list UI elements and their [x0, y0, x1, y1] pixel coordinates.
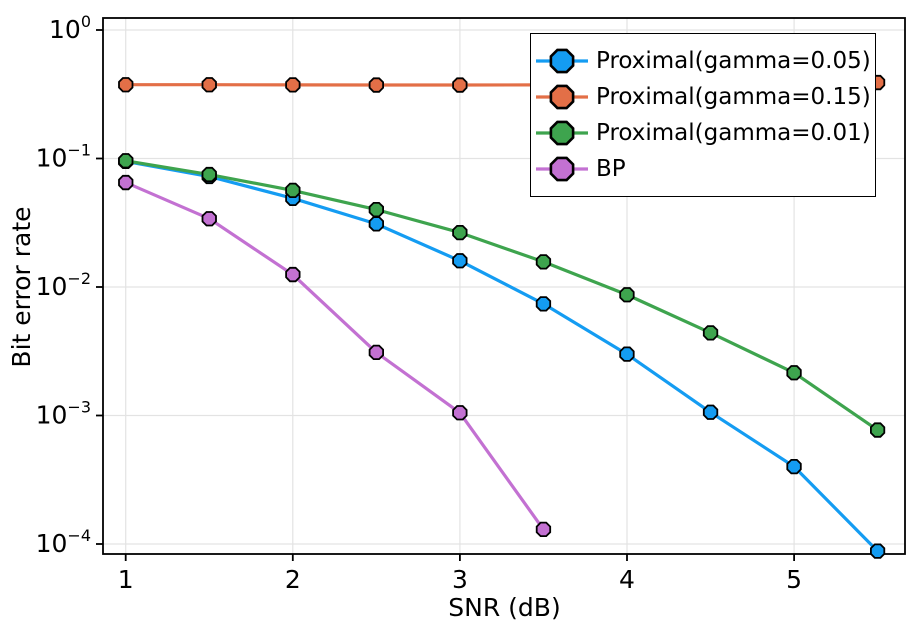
legend-label: BP	[596, 156, 626, 182]
data-point-marker	[452, 224, 468, 241]
legend-label: Proximal(gamma=0.05)	[596, 48, 871, 74]
legend-octagon-marker	[549, 120, 575, 146]
x-tick-label: 1	[118, 565, 134, 594]
data-point-marker	[452, 253, 468, 269]
data-point-marker	[619, 346, 635, 362]
legend-row-3: Proximal(gamma=0.01)	[535, 116, 871, 150]
legend-row-1: Proximal(gamma=0.05)	[535, 44, 871, 78]
data-point-marker	[118, 174, 134, 191]
data-point-marker	[368, 201, 385, 218]
data-point-marker	[285, 77, 301, 93]
data-point-marker	[535, 296, 552, 312]
data-point-marker	[870, 422, 886, 438]
data-point-marker	[368, 77, 385, 93]
series-line-4	[124, 180, 546, 532]
legend: Proximal(gamma=0.05) Proximal(gamma=0.15)…	[530, 33, 876, 197]
data-point-marker	[535, 521, 552, 537]
legend-row-2: Proximal(gamma=0.15)	[535, 80, 871, 114]
data-point-marker	[535, 254, 552, 270]
legend-marker-icon	[536, 48, 588, 74]
data-point-marker	[201, 77, 217, 93]
data-point-marker	[786, 365, 802, 381]
data-point-marker	[452, 405, 468, 421]
y-tick-label: 10−2	[36, 269, 91, 301]
legend-octagon-marker	[549, 48, 575, 74]
data-point-marker	[201, 166, 217, 183]
series-line-3	[124, 159, 880, 432]
legend-marker-icon	[536, 156, 588, 182]
data-point-marker	[285, 266, 301, 283]
series-line-1	[124, 159, 880, 553]
data-point-marker	[118, 153, 134, 169]
data-point-marker	[118, 77, 134, 93]
legend-marker-icon	[536, 120, 588, 146]
data-point-marker	[368, 216, 385, 232]
data-point-marker	[702, 325, 719, 341]
data-point-marker	[452, 77, 468, 93]
x-tick-label: 4	[619, 565, 635, 594]
x-axis-title: SNR (dB)	[448, 593, 561, 622]
data-point-marker	[201, 211, 217, 227]
x-tick-label: 3	[452, 565, 468, 594]
data-point-marker	[368, 344, 385, 361]
legend-label: Proximal(gamma=0.01)	[596, 120, 871, 146]
legend-octagon-marker	[549, 156, 575, 182]
data-point-marker	[870, 543, 886, 559]
x-tick-label: 5	[786, 565, 802, 594]
data-point-marker	[702, 404, 719, 420]
y-tick-label: 10−4	[36, 526, 91, 558]
data-point-marker	[619, 287, 635, 303]
y-axis-title: Bit error rate	[7, 206, 36, 368]
legend-label: Proximal(gamma=0.15)	[596, 84, 871, 110]
data-point-marker	[285, 182, 301, 199]
legend-octagon-marker	[549, 84, 575, 110]
y-tick-label: 10−3	[36, 398, 91, 430]
x-tick-label: 2	[285, 565, 301, 594]
data-point-marker	[786, 458, 802, 475]
legend-row-4: BP	[535, 152, 871, 186]
y-tick-label: 100	[49, 12, 91, 44]
plot-frame	[102, 17, 906, 555]
legend-marker-icon	[536, 84, 588, 110]
y-tick-label: 10−1	[36, 141, 91, 173]
